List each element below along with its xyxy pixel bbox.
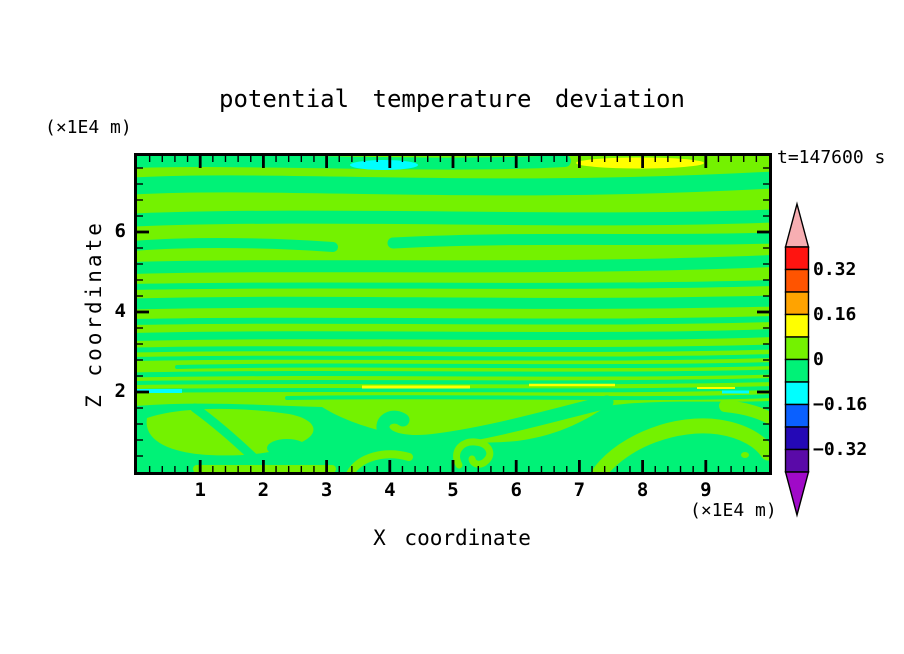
x-tick-label: 6 — [510, 479, 522, 501]
y-tick-label: 6 — [114, 220, 126, 242]
x-tick-label: 5 — [447, 479, 459, 501]
warm-anomaly-top — [576, 157, 704, 169]
colorbar-tick-label: 0.32 — [813, 258, 857, 280]
colorbar-tick-label: −0.16 — [813, 393, 868, 415]
x-tick-label: 4 — [384, 479, 396, 501]
colorbar-over-arrow — [784, 201, 810, 248]
x-tick-label: 8 — [636, 479, 649, 501]
colorbar-tick-label: 0 — [813, 348, 824, 370]
colorbar-cell — [784, 381, 810, 406]
colorbar-cell — [784, 336, 810, 361]
x-axis-units-label: (×1E4 m) — [690, 500, 777, 521]
x-tick-label: 7 — [573, 479, 586, 501]
x-tick-label: 9 — [700, 479, 712, 501]
cool-anomaly-top — [350, 160, 418, 170]
y-tick-label: 4 — [114, 300, 126, 322]
colorbar-tick-label: 0.16 — [813, 303, 857, 325]
x-axis-title: X coordinate — [373, 526, 531, 550]
colorbar-cell — [784, 448, 810, 473]
colorbar-cell — [784, 426, 810, 451]
colorbar-cell — [784, 358, 810, 383]
time-annotation: t=147600 s — [777, 147, 886, 168]
colorbar-cell — [784, 268, 810, 293]
anomaly-patches — [137, 157, 749, 394]
chart-title: potential temperature deviation — [219, 85, 685, 113]
colorbar — [784, 201, 810, 518]
axis-ticks — [137, 156, 769, 472]
plot-area — [134, 153, 772, 475]
x-tick-label: 3 — [320, 479, 333, 501]
y-tick-label: 2 — [114, 380, 126, 402]
colorbar-cell — [784, 246, 810, 271]
colorbar-under-arrow — [784, 471, 810, 518]
x-tick-label: 1 — [194, 479, 206, 501]
colorbar-cell — [784, 313, 810, 338]
colorbar-cell — [784, 403, 810, 428]
x-tick-label: 2 — [257, 479, 270, 501]
colorbar-cell — [784, 291, 810, 316]
y-axis-units-label: (×1E4 m) — [45, 117, 132, 138]
colorbar-tick-label: −0.32 — [813, 438, 868, 460]
wave-bands — [137, 156, 769, 401]
contour-field — [137, 156, 769, 472]
